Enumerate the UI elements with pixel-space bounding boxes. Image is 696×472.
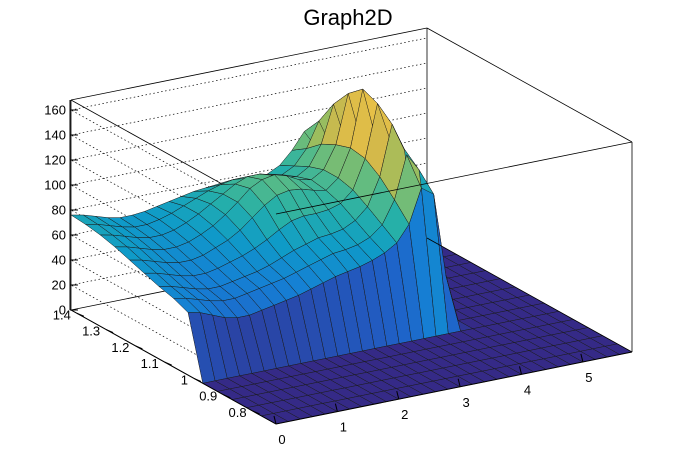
y-axis-line (70, 309, 277, 425)
z-axis-tick-label: 120 (44, 153, 66, 168)
y-axis-tick-label: 0.9 (199, 389, 217, 404)
x-axis-tick-label: 1 (340, 420, 347, 435)
z-axis-tick-label: 140 (44, 128, 66, 143)
x-axis-tick (519, 366, 523, 375)
y-axis-tick-label: 1.4 (53, 307, 71, 322)
z-axis-tick-label: 0 (59, 303, 66, 318)
x-axis-tick (580, 353, 584, 363)
z-gridline-back-wall (70, 62, 428, 136)
z-axis-tick-label: 80 (52, 203, 66, 218)
box-edge (70, 27, 428, 101)
z-gridline-back-wall (70, 212, 428, 286)
z-gridline-left-wall (70, 134, 277, 250)
z-axis-tick-label: 100 (44, 178, 66, 193)
x-axis-tick-label: 0 (278, 432, 285, 447)
y-axis-tick-label: 1.3 (82, 324, 100, 339)
axis-layer: 0204060801001201401600.80.911.11.21.31.4… (44, 100, 633, 447)
z-gridline-back-wall (70, 112, 428, 186)
box-edge (426, 27, 633, 143)
x-axis-tick (334, 403, 338, 412)
y-axis-tick (105, 329, 114, 334)
x-axis-tick-label: 4 (524, 382, 531, 397)
y-axis-tick (193, 377, 202, 382)
x-axis-tick (273, 415, 277, 425)
y-axis-tick (164, 361, 172, 366)
z-gridline-left-wall (70, 109, 277, 225)
z-axis-tick-label: 160 (44, 103, 66, 118)
x-axis-tick-label: 2 (401, 407, 408, 422)
y-axis-tick (135, 345, 143, 350)
z-axis-tick-label: 20 (52, 278, 66, 293)
x-axis-tick (457, 378, 461, 387)
y-axis-tick-label: 1.2 (111, 340, 129, 355)
y-axis-tick-label: 1.1 (141, 356, 159, 371)
z-gridline-left-wall (70, 259, 277, 375)
z-axis-tick-label: 40 (52, 253, 66, 268)
chart-title: Graph2D (303, 5, 392, 30)
box-edge (426, 237, 633, 353)
y-axis-tick (223, 394, 231, 399)
y-axis-tick-label: 0.8 (228, 405, 246, 420)
front-edges (275, 27, 633, 353)
z-axis-tick-label: 60 (52, 228, 66, 243)
x-axis-tick (396, 391, 400, 400)
y-axis-tick (252, 410, 260, 415)
z-gridline-left-wall (70, 284, 277, 400)
box-edge (275, 141, 633, 215)
z-gridline-back-wall (70, 87, 428, 161)
z-gridline-back-wall (70, 37, 428, 111)
x-axis-line (275, 351, 633, 425)
y-axis-tick (76, 312, 85, 317)
z-gridline-back-wall (70, 137, 428, 211)
x-axis-tick-label: 3 (463, 395, 470, 410)
y-axis-tick-label: 1 (181, 372, 188, 387)
x-axis-tick-label: 5 (585, 370, 592, 385)
surface-layer (70, 88, 633, 425)
